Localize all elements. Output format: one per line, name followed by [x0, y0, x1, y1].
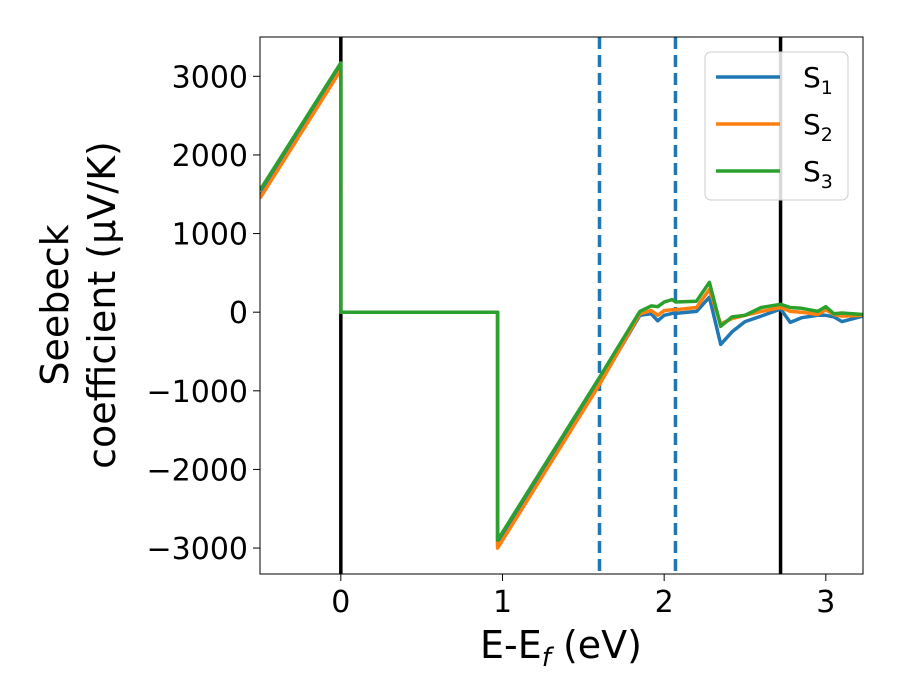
y-tick-label: 3000 [172, 60, 248, 95]
y-tick-label: −2000 [147, 453, 248, 488]
x-tick-label: 2 [655, 585, 674, 620]
y-tick-label: 1000 [172, 218, 248, 253]
x-axis: 0 1 2 3 [331, 574, 835, 620]
y-tick-label: −3000 [147, 532, 248, 567]
x-axis-label: E-Ef (eV) [480, 623, 642, 673]
x-tick-label: 0 [331, 585, 350, 620]
series-layer [260, 61, 863, 550]
legend: S1 S2 S3 [704, 51, 849, 201]
x-tick-label: 1 [493, 585, 512, 620]
legend-label-2: S2 [803, 108, 833, 146]
legend-box [704, 51, 849, 201]
y-tick-label: 0 [229, 296, 248, 331]
series-line-3 [260, 61, 863, 542]
y-axis-label-line2: coefficient (μV/K) [80, 141, 124, 469]
y-axis-label-line1: Seebeck [33, 224, 77, 385]
series-line-2 [260, 68, 863, 550]
plot-frame [259, 36, 864, 575]
y-axis-label: Seebeck coefficient (μV/K) [33, 141, 124, 469]
y-axis: 3000 2000 1000 0 −1000 −2000 −3000 [147, 60, 260, 567]
legend-label-3: S3 [803, 155, 833, 193]
y-tick-label: −1000 [147, 375, 248, 410]
x-tick-label: 3 [816, 585, 835, 620]
y-tick-label: 2000 [172, 139, 248, 174]
legend-label-1: S1 [803, 61, 833, 99]
